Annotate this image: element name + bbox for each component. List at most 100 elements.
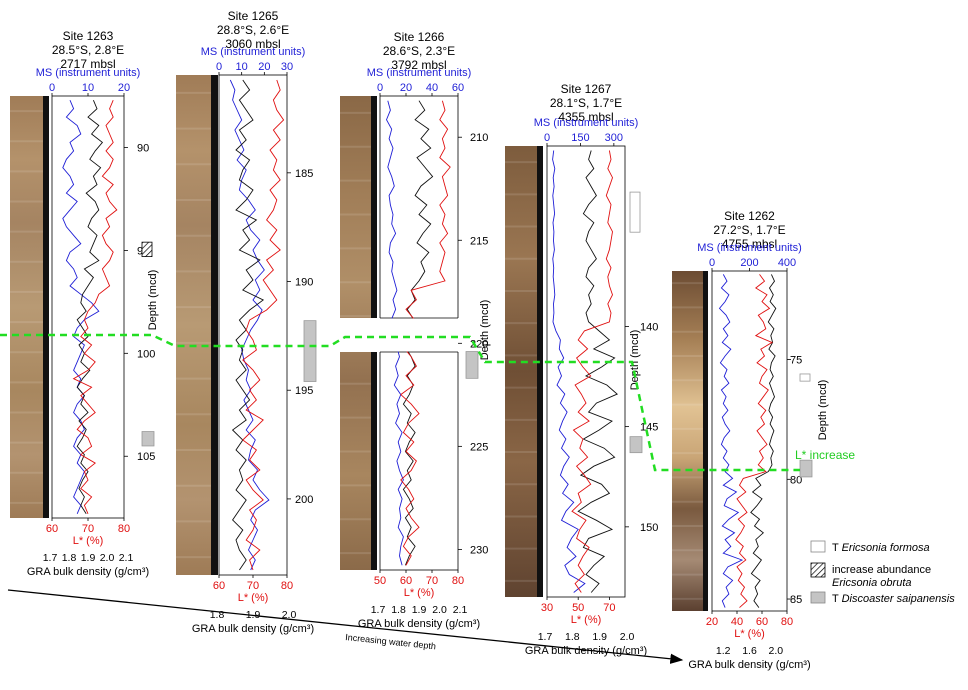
lstar-tick-label: 30 xyxy=(541,602,553,614)
water-depth-arrow-label: Increasing water depth xyxy=(345,632,437,651)
depth-tick-label: 140 xyxy=(640,321,658,333)
gra-tick-label: 1.7 xyxy=(43,552,58,564)
depth-tick-label: 190 xyxy=(295,277,313,289)
lstar-series-line xyxy=(72,100,118,514)
legend-gray-box xyxy=(810,591,826,604)
gra-series-line xyxy=(750,274,777,608)
lstar-axis-label: L* (%) xyxy=(734,628,765,640)
discoaster-marker-box xyxy=(465,351,479,379)
ms-tick-label: 10 xyxy=(82,82,94,94)
lstar-tick-label: 20 xyxy=(706,616,718,628)
lstar-tick-label: 60 xyxy=(213,580,225,592)
depth-tick-label: 225 xyxy=(470,441,488,453)
biostratigraphy-legend: T Ericsonia formosa increase abundance E… xyxy=(810,540,955,605)
ms-tick-label: 10 xyxy=(236,61,248,73)
depth-tick-label: 100 xyxy=(137,348,155,360)
gra-tick-label: 1.9 xyxy=(81,552,96,564)
ms-tick-label: 0 xyxy=(216,61,222,73)
lstar-tick-label: 70 xyxy=(603,602,615,614)
gra-tick-label: 1.6 xyxy=(742,645,757,657)
lstar-tick-label: 50 xyxy=(572,602,584,614)
ms-series-line xyxy=(62,100,100,514)
ms-axis-label: MS (instrument units) xyxy=(36,67,141,79)
ms-tick-label: 150 xyxy=(571,132,589,144)
ms-series-line xyxy=(229,79,270,571)
ms-tick-label: 30 xyxy=(281,61,293,73)
lstar-tick-label: 70 xyxy=(247,580,259,592)
ericsonia-formosa-marker-box xyxy=(629,191,641,233)
core-photo-edge xyxy=(537,146,543,597)
lstar-tick-label: 70 xyxy=(82,523,94,535)
legend-hatched-box xyxy=(810,562,826,578)
ms-tick-label: 400 xyxy=(778,257,796,269)
depth-tick-label: 215 xyxy=(470,235,488,247)
lstar-tick-label: 50 xyxy=(374,575,386,587)
gra-tick-label: 1.2 xyxy=(716,645,731,657)
ms-series-line xyxy=(718,274,744,608)
depth-tick-label: 150 xyxy=(640,522,658,534)
core-photo xyxy=(505,146,543,597)
lstar-tick-label: 80 xyxy=(452,575,464,587)
site-title: Site 1267 xyxy=(561,82,612,96)
core-photo xyxy=(10,96,49,518)
plot-frame xyxy=(218,74,288,576)
lstar-tick-label: 40 xyxy=(731,616,743,628)
legend-item-1: T Ericsonia formosa xyxy=(832,542,930,554)
gra-tick-label: 2.1 xyxy=(453,604,468,616)
water-depth-arrow xyxy=(7,589,684,664)
depth-tick-label: 185 xyxy=(295,168,313,180)
legend-item-2-taxon: Ericsonia obruta xyxy=(832,577,912,589)
gra-axis-label: GRA bulk density (g/cm³) xyxy=(688,659,810,671)
site-coords: 27.2°S, 1.7°E xyxy=(713,223,785,237)
site-water-depth: 4755 mbsl xyxy=(722,237,777,251)
ms-axis-label: MS (instrument units) xyxy=(534,117,639,129)
ms-tick-label: 300 xyxy=(605,132,623,144)
core-photo xyxy=(672,271,708,611)
gra-tick-label: 1.7 xyxy=(371,604,386,616)
ms-tick-label: 0 xyxy=(544,132,550,144)
lstar-axis-label: L* (%) xyxy=(238,592,269,604)
depth-tick-label: 90 xyxy=(137,142,149,154)
site-coords: 28.6°S, 2.3°E xyxy=(383,44,455,58)
lstar-tick-label: 80 xyxy=(781,616,793,628)
lstar-series-line xyxy=(242,79,285,571)
gra-tick-label: 2.0 xyxy=(769,645,784,657)
depth-tick-label: 80 xyxy=(790,474,802,486)
lstar-tick-label: 60 xyxy=(400,575,412,587)
gra-axis-label: GRA bulk density (g/cm³) xyxy=(192,623,314,635)
ms-tick-label: 0 xyxy=(377,82,383,94)
ms-series-line xyxy=(552,150,586,593)
gra-tick-label: 1.8 xyxy=(391,604,406,616)
ms-tick-label: 40 xyxy=(426,82,438,94)
ms-tick-label: 20 xyxy=(400,82,412,94)
lstar-tick-label: 60 xyxy=(46,523,58,535)
lstar-series-line xyxy=(735,274,773,608)
gra-tick-label: 1.7 xyxy=(538,631,553,643)
gra-axis-label: GRA bulk density (g/cm³) xyxy=(358,618,480,630)
ms-tick-label: 20 xyxy=(258,61,270,73)
legend-item-3: T Discoaster saipanensis xyxy=(832,593,955,605)
gra-axis-label: GRA bulk density (g/cm³) xyxy=(27,566,149,578)
ms-tick-label: 60 xyxy=(452,82,464,94)
gra-tick-label: 1.9 xyxy=(592,631,607,643)
ms-axis-label: MS (instrument units) xyxy=(367,67,472,79)
depth-axis-label: Depth (mcd) xyxy=(817,380,829,441)
ms-tick-label: 200 xyxy=(740,257,758,269)
site-title: Site 1263 xyxy=(63,29,114,43)
depth-tick-label: 210 xyxy=(470,132,488,144)
depth-axis-label: Depth (mcd) xyxy=(147,270,159,331)
lstar-series-line xyxy=(571,150,613,593)
depth-tick-label: 105 xyxy=(137,451,155,463)
discoaster-marker-box xyxy=(303,320,317,382)
lstar-tick-label: 80 xyxy=(281,580,293,592)
ms-tick-label: 0 xyxy=(49,82,55,94)
core-photo-edge xyxy=(211,75,218,575)
gra-tick-label: 2.0 xyxy=(282,609,297,621)
ericsonia-obruta-marker-box xyxy=(141,241,153,257)
site-title: Site 1265 xyxy=(228,9,279,23)
